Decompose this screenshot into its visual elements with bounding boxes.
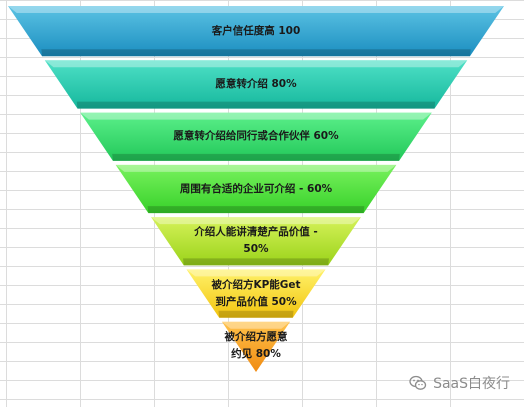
funnel-segment-4 (115, 164, 397, 214)
funnel-label-1: 客户信任度高 100 (211, 24, 301, 37)
watermark: SaaS白夜行 (409, 373, 510, 393)
funnel-label-2: 愿意转介绍 80% (215, 77, 297, 90)
funnel-segment-3 (80, 112, 432, 161)
funnel-label-5: 介绍人能讲清楚产品价值 - 50% (194, 226, 318, 256)
wechat-icon (409, 375, 427, 390)
funnel-label-4: 周围有合适的企业可介绍 - 60% (179, 182, 333, 195)
funnel-segment-2 (44, 60, 468, 109)
funnel-segment-5 (151, 217, 361, 266)
funnel-segment-6 (186, 269, 326, 318)
funnel-label-3: 愿意转介绍给同行或合作伙伴 60% (173, 130, 339, 143)
funnel-label-6: 被介绍方KP能Get 到产品价值 50% (211, 278, 301, 308)
watermark-text: SaaS白夜行 (433, 376, 510, 392)
funnel-label-7: 被介绍方愿意 约见 80% (224, 330, 288, 360)
funnel-segment-1 (8, 6, 504, 57)
funnel-segment-7 (221, 321, 291, 372)
